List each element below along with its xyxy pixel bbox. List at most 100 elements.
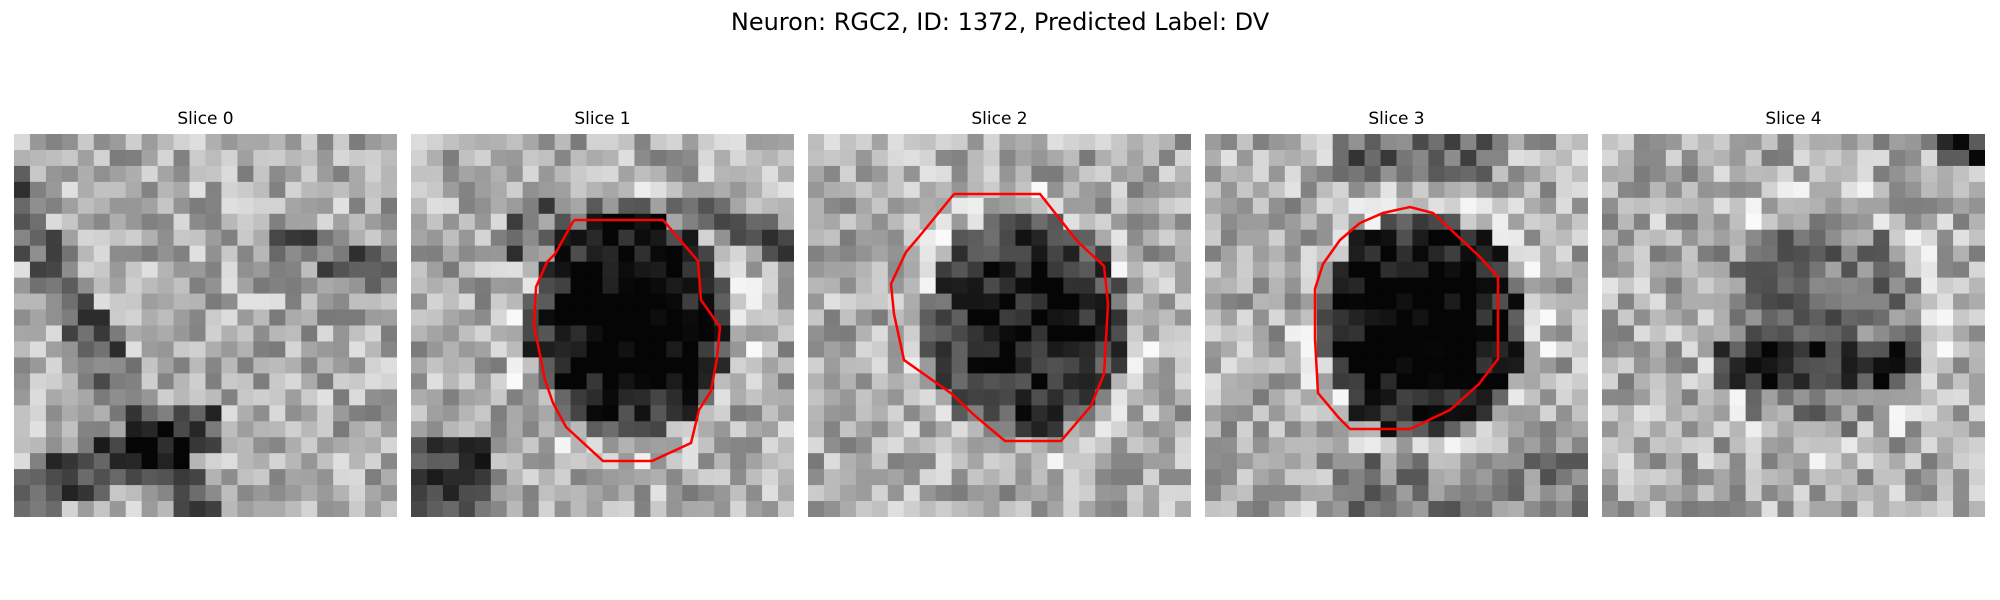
pixel	[1444, 421, 1461, 438]
pixel	[61, 261, 79, 279]
pixel	[1681, 373, 1699, 390]
pixel	[157, 437, 175, 454]
pixel	[871, 325, 889, 342]
pixel	[698, 229, 715, 247]
pixel	[634, 134, 651, 151]
pixel	[618, 437, 635, 454]
pixel	[1015, 261, 1032, 279]
pixel	[1268, 213, 1286, 231]
pixel	[1524, 389, 1541, 406]
pixel	[333, 501, 350, 517]
pixel	[698, 325, 715, 342]
pixel	[903, 501, 921, 517]
pixel	[1681, 277, 1699, 295]
pixel	[1572, 149, 1588, 167]
pixel	[1284, 485, 1302, 502]
pixel	[253, 453, 270, 470]
pixel	[1236, 373, 1254, 390]
pixel	[522, 261, 540, 279]
pixel	[1602, 325, 1619, 342]
pixel	[1380, 485, 1397, 502]
pixel	[490, 149, 508, 167]
pixel	[1143, 134, 1160, 151]
pixel	[1079, 181, 1096, 199]
pixel	[1857, 421, 1874, 438]
pixel	[855, 389, 873, 406]
pixel	[77, 453, 95, 470]
pixel	[349, 389, 366, 406]
pixel	[698, 421, 715, 438]
pixel	[1079, 325, 1096, 342]
pixel	[903, 453, 921, 470]
pixel	[45, 277, 63, 295]
pixel	[1825, 181, 1842, 199]
pixel	[1937, 261, 1954, 279]
pixel	[1015, 485, 1032, 502]
pixel	[1220, 213, 1238, 231]
pixel	[1921, 309, 1938, 326]
pixel	[221, 181, 238, 199]
pixel	[506, 453, 524, 470]
pixel	[253, 341, 270, 358]
pixel	[1572, 245, 1588, 263]
pixel	[1063, 501, 1080, 517]
pixel	[221, 437, 238, 454]
pixel	[1300, 149, 1318, 167]
pixel	[1681, 437, 1699, 454]
pixel	[1681, 485, 1699, 502]
pixel	[808, 261, 825, 279]
pixel	[442, 485, 460, 502]
pixel	[1540, 197, 1557, 215]
pixel	[1015, 245, 1032, 263]
pixel	[1236, 405, 1254, 422]
pixel	[762, 325, 779, 342]
pixel	[1602, 373, 1619, 390]
pixel	[317, 469, 334, 486]
pixel	[1873, 405, 1890, 422]
pixel	[442, 165, 460, 183]
pixel	[1825, 134, 1842, 151]
pixel	[1063, 277, 1080, 295]
pixel	[1905, 229, 1922, 247]
pixel	[1649, 293, 1667, 311]
pixel	[205, 389, 222, 406]
pixel	[1236, 229, 1254, 247]
pixel	[967, 501, 985, 517]
pixel	[1809, 213, 1826, 231]
pixel	[1540, 309, 1557, 326]
pixel	[1460, 277, 1477, 295]
pixel	[173, 389, 191, 406]
pixel	[77, 357, 95, 374]
pixel	[1316, 245, 1334, 263]
pixel	[1841, 501, 1858, 517]
pixel	[141, 373, 159, 390]
pixel	[1617, 245, 1635, 263]
pixel	[1745, 405, 1763, 422]
pixel	[365, 469, 382, 486]
pixel	[458, 437, 476, 454]
pixel	[125, 405, 143, 422]
pixel	[682, 501, 699, 517]
pixel	[935, 293, 953, 311]
pixel	[1492, 421, 1509, 438]
pixel	[157, 165, 175, 183]
pixel	[666, 357, 683, 374]
pixel	[141, 261, 159, 279]
pixel	[1460, 134, 1477, 151]
pixel	[887, 421, 905, 438]
pixel	[1159, 405, 1176, 422]
pixel	[77, 181, 95, 199]
pixel	[381, 197, 397, 215]
pixel	[746, 341, 763, 358]
pixel	[205, 373, 222, 390]
pixel	[999, 469, 1016, 486]
pixel	[682, 277, 699, 295]
pixel	[1681, 213, 1699, 231]
pixel	[1937, 213, 1954, 231]
pixel	[1713, 309, 1731, 326]
pixel	[730, 453, 747, 470]
pixel	[1953, 277, 1970, 295]
pixel	[855, 165, 873, 183]
pixel	[1412, 389, 1429, 406]
pixel	[602, 469, 619, 486]
